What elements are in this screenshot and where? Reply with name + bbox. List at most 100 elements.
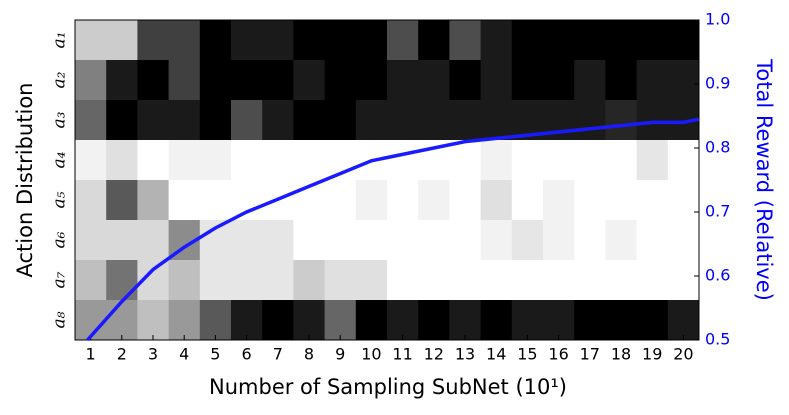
- heatmap-cell: [605, 140, 638, 181]
- heatmap-cell: [293, 220, 326, 261]
- y2-tick-label: 0.9: [705, 74, 730, 93]
- y2-tick-label: 0.8: [705, 138, 730, 157]
- heatmap-cell: [168, 140, 201, 181]
- heatmap-cell: [137, 20, 170, 61]
- heatmap-cell: [511, 300, 544, 341]
- heatmap-cell: [262, 100, 294, 141]
- heatmap-cell: [449, 100, 482, 141]
- heatmap-cell: [667, 140, 700, 181]
- x-tick-label: 9: [335, 345, 345, 364]
- heatmap-cell: [480, 60, 513, 101]
- heatmap-cell: [75, 180, 107, 221]
- heatmap-cell: [262, 260, 294, 301]
- heatmap-cell: [106, 20, 138, 61]
- heatmap-cell: [231, 180, 263, 221]
- heatmap-cell: [543, 220, 575, 261]
- heatmap-cell: [199, 300, 232, 341]
- heatmap-cell: [418, 100, 450, 141]
- heatmap-cell: [605, 300, 638, 341]
- heatmap-cell: [605, 220, 638, 261]
- heatmap-cell: [449, 220, 482, 261]
- heatmap-cell: [106, 260, 138, 301]
- x-tick-label: 3: [148, 345, 158, 364]
- heatmap-cell: [355, 100, 388, 141]
- heatmap-cell: [355, 220, 388, 261]
- heatmap-cell: [262, 140, 294, 181]
- heatmap-cell: [199, 100, 232, 141]
- heatmap-cell: [324, 220, 357, 261]
- x-tick-label: 20: [673, 345, 693, 364]
- heatmap-cell: [106, 60, 138, 101]
- heatmap-cell: [636, 140, 669, 181]
- heatmap-cell: [168, 100, 201, 141]
- heatmap-cell: [636, 60, 669, 101]
- x-tick-label: 12: [424, 345, 444, 364]
- heatmap-cell: [418, 220, 450, 261]
- x-tick-label: 10: [361, 345, 381, 364]
- heatmap-cell: [293, 20, 326, 61]
- x-tick-label: 15: [517, 345, 537, 364]
- x-tick-label: 16: [548, 345, 568, 364]
- heatmap-cell: [543, 20, 575, 61]
- x-tick-label: 18: [611, 345, 631, 364]
- heatmap-cell: [449, 60, 482, 101]
- x-tick-label: 14: [486, 345, 506, 364]
- heatmap-cell: [480, 300, 513, 341]
- heatmap-cell: [137, 140, 170, 181]
- heatmap-cell: [511, 60, 544, 101]
- heatmap-cell: [636, 220, 669, 261]
- row-label: a₄: [50, 151, 70, 168]
- heatmap-cell: [418, 300, 450, 341]
- heatmap-cell: [355, 300, 388, 341]
- heatmap-cell: [355, 180, 388, 221]
- heatmap-cell: [231, 100, 263, 141]
- heatmap-cell: [574, 180, 606, 221]
- heatmap-cell: [387, 20, 419, 61]
- heatmap-cell: [480, 20, 513, 61]
- heatmap-cell: [511, 180, 544, 221]
- heatmap-cell: [106, 220, 138, 261]
- heatmap-cell: [231, 300, 263, 341]
- heatmap-cell: [667, 20, 700, 61]
- heatmap-cell: [293, 100, 326, 141]
- heatmap-cell: [574, 100, 606, 141]
- heatmap-cell: [605, 260, 638, 301]
- y2-axis-label: Total Reward (Relative): [752, 58, 776, 301]
- heatmap-cell: [636, 260, 669, 301]
- heatmap-cell: [636, 100, 669, 141]
- heatmap-cell: [511, 220, 544, 261]
- heatmap-cell: [168, 20, 201, 61]
- x-tick-label: 13: [455, 345, 475, 364]
- heatmap-cell: [667, 60, 700, 101]
- heatmap-cell: [324, 300, 357, 341]
- heatmap-cell: [293, 260, 326, 301]
- heatmap-cell: [199, 180, 232, 221]
- row-label: a₃: [50, 111, 70, 128]
- heatmap-cell: [449, 20, 482, 61]
- heatmap-cell: [355, 60, 388, 101]
- heatmap-cell: [636, 300, 669, 341]
- heatmap-cell: [168, 260, 201, 301]
- heatmap-cell: [231, 220, 263, 261]
- row-label: a₈: [50, 311, 70, 328]
- heatmap-cell: [667, 300, 700, 341]
- x-tick-label: 6: [242, 345, 252, 364]
- row-label: a₁: [50, 32, 70, 49]
- heatmap-cell: [480, 260, 513, 301]
- heatmap-cell: [168, 60, 201, 101]
- heatmap-cell: [387, 220, 419, 261]
- heatmap-cell: [137, 60, 170, 101]
- heatmap-cell: [262, 220, 294, 261]
- heatmap-cell: [418, 260, 450, 301]
- heatmap-cell: [543, 180, 575, 221]
- heatmap-cell: [199, 260, 232, 301]
- heatmap-cell: [106, 300, 138, 341]
- heatmap-cell: [293, 300, 326, 341]
- heatmap-cell: [387, 140, 419, 181]
- x-axis-label: Number of Sampling SubNet (10¹): [209, 375, 567, 399]
- heatmap-cell: [137, 180, 170, 221]
- heatmap-cell: [324, 20, 357, 61]
- heatmap-cell: [511, 260, 544, 301]
- heatmap-cell: [324, 260, 357, 301]
- heatmap-cell: [543, 300, 575, 341]
